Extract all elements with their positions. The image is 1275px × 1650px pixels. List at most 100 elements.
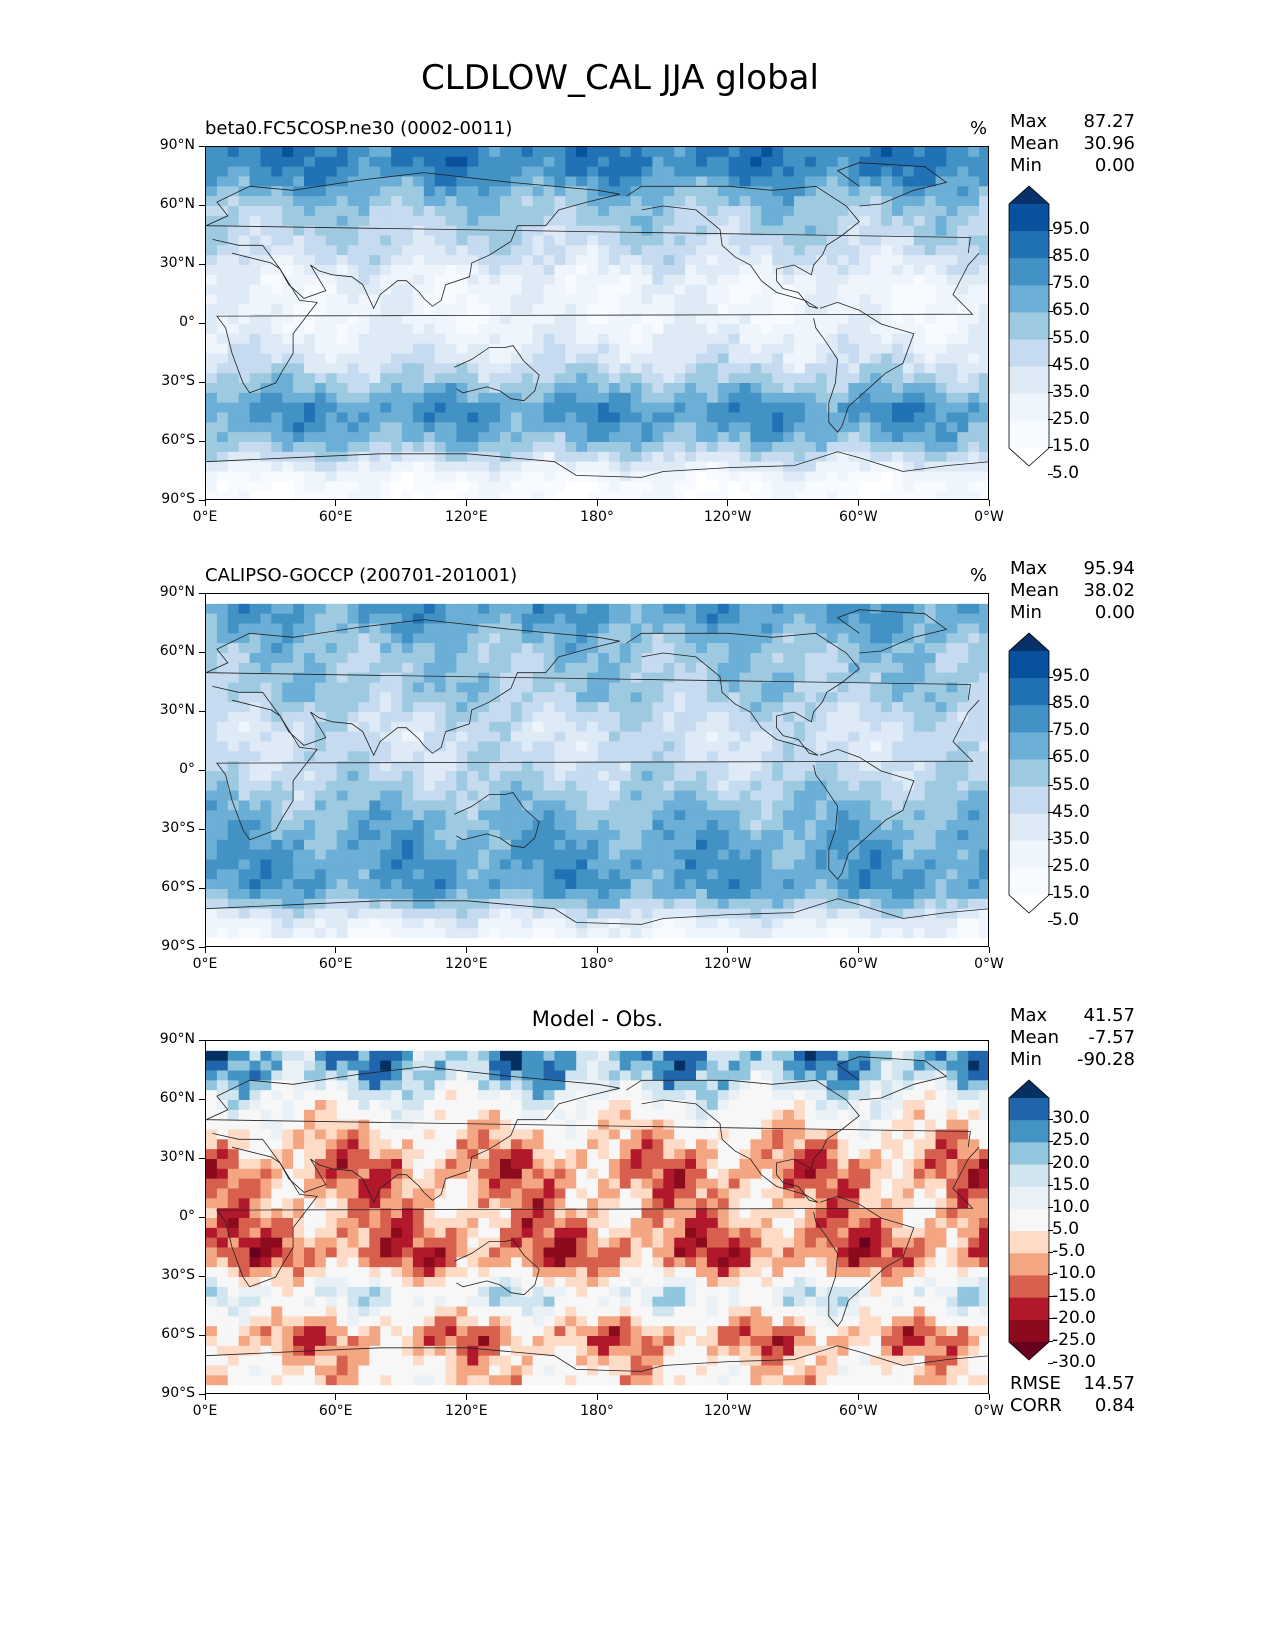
field-cell (783, 255, 795, 266)
field-cell (663, 225, 675, 237)
field-cell (380, 790, 392, 802)
field-cell (630, 702, 643, 713)
field-cell (260, 353, 272, 364)
field-cell (325, 235, 338, 246)
field-cell (957, 392, 969, 404)
field-cell (380, 849, 392, 861)
field-cell (423, 206, 436, 217)
field-cell (271, 879, 283, 890)
field-cell (826, 461, 839, 473)
field-cell (216, 879, 229, 890)
field-cell (859, 196, 871, 207)
field-cell (619, 481, 632, 492)
field-cell (881, 889, 893, 900)
field-cell (870, 461, 882, 473)
field-cell (728, 613, 741, 625)
field-cell (598, 741, 610, 752)
field-cell (935, 653, 948, 664)
field-cell (641, 643, 654, 654)
field-cell (412, 830, 425, 841)
field-cell (271, 442, 283, 453)
field-cell (968, 672, 980, 684)
field-cell (314, 672, 327, 684)
field-cell (325, 898, 338, 910)
field-cell (619, 314, 632, 325)
field-cell (750, 392, 762, 404)
field-cell (336, 412, 349, 423)
field-cell (587, 849, 599, 861)
field-cell (957, 800, 969, 811)
field-cell (565, 432, 577, 443)
field-cell (532, 633, 545, 644)
field-cell (325, 147, 338, 158)
field-cell (848, 653, 860, 664)
field-cell (619, 889, 632, 900)
field-cell (696, 402, 708, 414)
field-cell (804, 491, 817, 499)
field-cell (717, 780, 730, 792)
field-cell (739, 830, 752, 841)
field-cell (325, 363, 338, 374)
field-cell (347, 363, 360, 374)
field-cell (837, 265, 850, 276)
field-cell (608, 810, 621, 821)
field-cell (619, 324, 632, 335)
field-cell (924, 166, 937, 178)
field-cell (227, 702, 240, 713)
field-cell (728, 702, 741, 713)
field-cell (706, 156, 719, 168)
field-cell (674, 432, 686, 443)
field-cell (848, 613, 860, 625)
field-cell (358, 712, 370, 723)
field-cell (739, 196, 752, 207)
field-cell (706, 790, 719, 802)
field-cell (489, 889, 501, 900)
field-cell (652, 392, 664, 404)
field-cell (848, 392, 860, 404)
field-cell (456, 702, 468, 713)
field-cell (750, 196, 762, 207)
field-cell (445, 623, 458, 634)
field-cell (227, 294, 240, 305)
field-cell (685, 186, 697, 197)
field-cell (935, 633, 948, 644)
field-cell (587, 613, 599, 625)
field-cell (870, 432, 882, 443)
field-cell (293, 412, 305, 423)
field-cell (652, 692, 664, 703)
field-cell (772, 432, 784, 443)
field-cell (902, 265, 915, 276)
field-cell (652, 147, 664, 158)
field-cell (206, 879, 218, 890)
field-cell (772, 898, 784, 910)
field-cell (216, 225, 229, 237)
field-cell (870, 215, 882, 227)
field-cell (445, 682, 458, 693)
field-cell (608, 643, 621, 654)
field-cell (761, 849, 773, 861)
field-cell (391, 721, 403, 733)
field-cell (587, 830, 599, 841)
field-cell (630, 294, 643, 305)
field-cell (619, 672, 632, 684)
field-cell (293, 682, 305, 693)
field-cell (848, 820, 860, 831)
field-cell (304, 471, 316, 482)
field-cell (565, 186, 577, 197)
field-cell (380, 889, 392, 900)
field-cell (859, 373, 871, 384)
field-cell (521, 633, 534, 644)
field-cell (946, 623, 958, 634)
field-cell (423, 653, 436, 664)
field-cell (815, 314, 828, 325)
field-cell (870, 682, 882, 693)
field-cell (968, 859, 980, 870)
field-cell (870, 225, 882, 237)
field-cell (216, 908, 229, 920)
field-cell (521, 392, 534, 404)
field-cell (271, 898, 283, 910)
field-cell (347, 392, 360, 404)
field-cell (238, 432, 251, 443)
field-cell (750, 741, 762, 752)
field-cell (227, 712, 240, 723)
